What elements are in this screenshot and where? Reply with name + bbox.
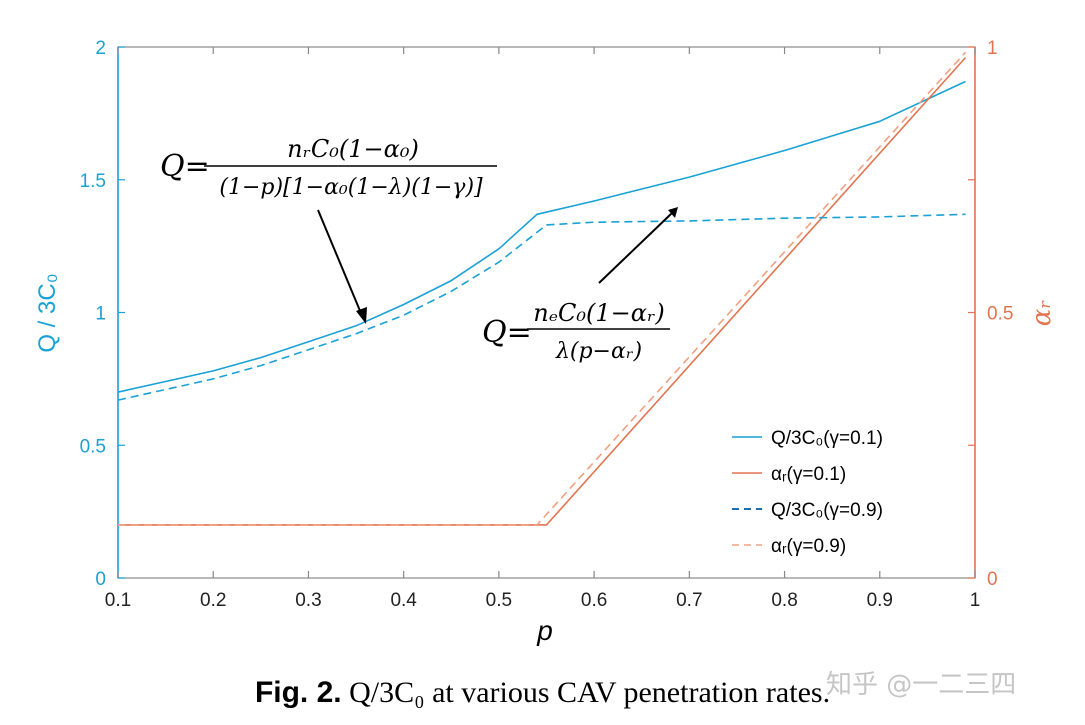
formula1-numerator: nᵣC₀(1−α₀) [287,135,419,163]
chart: 0.1 0.2 0.3 0.4 0.5 0.6 0.7 0.8 0.9 100.511.5200.… [34,38,1057,646]
formula1-denominator: (1−p)[1−α₀(1−λ)(1−γ)] [219,175,483,200]
formula2-denominator: λ(p−αᵣ) [555,339,642,364]
x-tick-label: 0.5 [486,590,512,611]
formula1-arrowhead [356,307,367,324]
legend-label-2: αᵣ(γ=0.1) [771,464,846,485]
figure-caption-text: Q/3C₀ at various CAV penetration rates. [349,676,831,709]
legend-label-3: Q/3C₀(γ=0.9) [771,500,883,521]
legend-item-1: Q/3C₀(γ=0.1) [732,428,883,449]
series-layer [117,51,967,526]
formula2-arrow [598,212,673,284]
x-tick-label: 0.3 [295,590,321,611]
x-tick-label: 0.1 [105,590,131,611]
x-tick-label: 1 [970,590,981,611]
y-left-tick-label: 1.5 [80,171,106,192]
x-tick-label: 0.4 [390,590,417,611]
formula-annotation-2: Q= nₑC₀(1−αᵣ) λ(p−αᵣ) [482,207,678,364]
legend: Q/3C₀(γ=0.1) αᵣ(γ=0.1) Q/3C₀(γ=0.9) αᵣ(γ… [732,428,883,557]
legend-item-3: Q/3C₀(γ=0.9) [732,500,883,521]
watermark: 知乎 @一二三四 [826,670,1017,700]
series-q-gamma-0-9 [117,213,966,401]
formula2-arrowhead [668,207,678,218]
x-tick-label: 0.8 [771,590,797,611]
x-tick-label: 0.9 [867,590,893,611]
y-right-tick-label: 1 [987,38,998,59]
y-axis-right-label: αᵣ [1027,300,1057,327]
y-left-tick-label: 1 [95,304,106,325]
y-left-tick-label: 0 [95,569,106,590]
formula2-numerator: nₑC₀(1−αᵣ) [533,299,664,327]
y-left-tick-label: 2 [95,38,106,59]
series-alpha-gamma-0-9 [118,51,967,526]
x-tick-label: 0.7 [676,590,702,611]
y-right-tick-label: 0 [987,569,998,590]
figure-label: Fig. 2. [254,676,342,709]
formula2-lhs: Q= [482,315,532,350]
x-tick-label: 0.2 [200,590,226,611]
series-alpha-gamma-0-1 [118,57,967,526]
formula1-arrow [317,209,364,319]
x-axis-label: p [536,615,553,646]
y-axis-left-label: Q / 3C₀ [34,273,61,352]
legend-label-4: αᵣ(γ=0.9) [771,536,846,557]
legend-item-2: αᵣ(γ=0.1) [732,464,846,485]
legend-item-4: αᵣ(γ=0.9) [732,536,846,557]
x-tick-label: 0.6 [581,590,607,611]
y-left-tick-label: 0.5 [80,436,106,457]
formula1-lhs: Q= [160,149,210,184]
legend-label-1: Q/3C₀(γ=0.1) [771,428,883,449]
figure-caption: Fig. 2. Q/3C₀ at various CAV penetration… [0,676,1085,710]
ticks-layer: 0.1 0.2 0.3 0.4 0.5 0.6 0.7 0.8 0.9 100.511.5200.… [80,38,1014,611]
y-right-tick-label: 0.5 [987,304,1013,325]
formula-annotation-1: Q= nᵣC₀(1−α₀) (1−p)[1−α₀(1−λ)(1−γ)] [160,135,497,324]
series-q-gamma-0-1 [117,80,966,393]
